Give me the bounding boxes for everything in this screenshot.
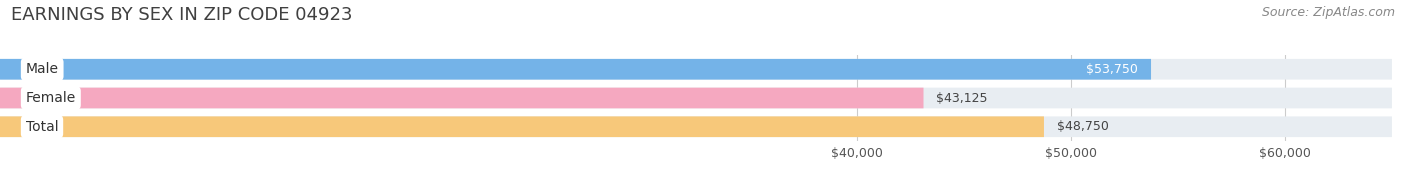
- Text: EARNINGS BY SEX IN ZIP CODE 04923: EARNINGS BY SEX IN ZIP CODE 04923: [11, 6, 353, 24]
- Text: $43,125: $43,125: [936, 92, 988, 104]
- Text: Female: Female: [25, 91, 76, 105]
- FancyBboxPatch shape: [0, 116, 1392, 137]
- Text: Total: Total: [25, 120, 58, 134]
- Text: Source: ZipAtlas.com: Source: ZipAtlas.com: [1261, 6, 1395, 19]
- FancyBboxPatch shape: [0, 59, 1392, 80]
- FancyBboxPatch shape: [0, 116, 1043, 137]
- FancyBboxPatch shape: [0, 59, 1152, 80]
- Text: $53,750: $53,750: [1087, 63, 1139, 76]
- Text: Male: Male: [25, 62, 59, 76]
- FancyBboxPatch shape: [0, 88, 1392, 108]
- FancyBboxPatch shape: [0, 88, 924, 108]
- Text: $48,750: $48,750: [1057, 120, 1109, 133]
